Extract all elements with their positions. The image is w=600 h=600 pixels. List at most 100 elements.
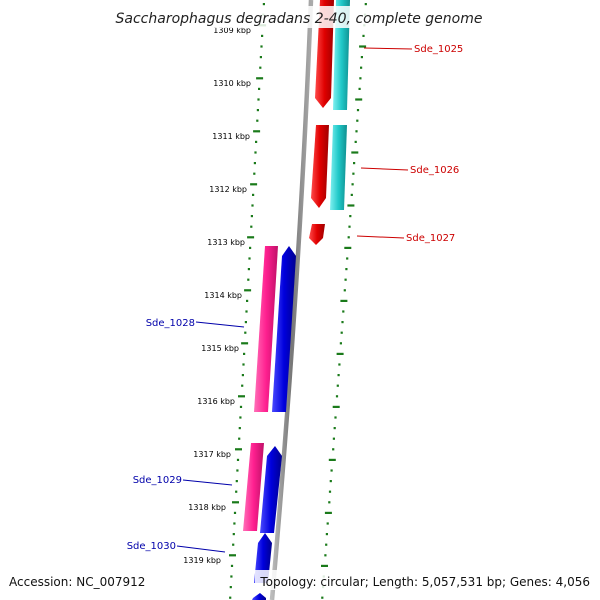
minor-tick bbox=[345, 268, 348, 271]
minor-tick bbox=[358, 87, 361, 90]
minor-tick bbox=[244, 331, 247, 334]
minor-tick bbox=[349, 215, 352, 218]
minor-tick bbox=[257, 98, 260, 101]
minor-tick bbox=[360, 56, 363, 59]
kbp-tick-label: 1311 kbp bbox=[212, 132, 250, 141]
topology-text: Topology: circular; Length: 5,057,531 bp… bbox=[259, 575, 590, 589]
gene-label-sde-1025[interactable]: Sde_1025 bbox=[414, 44, 463, 55]
kbp-tick-label: 1317 kbp bbox=[193, 450, 231, 459]
major-tick bbox=[355, 98, 363, 101]
major-tick bbox=[347, 204, 355, 207]
major-tick bbox=[235, 448, 242, 451]
label-connector-sde-1028 bbox=[195, 321, 245, 328]
gene-label-sde-1029[interactable]: Sde_1029 bbox=[133, 475, 182, 486]
major-tick bbox=[241, 342, 249, 345]
minor-tick bbox=[350, 193, 353, 196]
minor-tick bbox=[346, 257, 349, 260]
kbp-tick-label: 1315 kbp bbox=[201, 344, 239, 353]
gene-arrow bbox=[309, 224, 325, 245]
left-tick-track bbox=[229, 3, 267, 599]
major-tick bbox=[351, 151, 359, 154]
major-tick bbox=[328, 458, 336, 461]
minor-tick bbox=[347, 236, 350, 239]
minor-tick bbox=[339, 342, 342, 345]
minor-tick bbox=[232, 533, 235, 536]
gene-sde-1029[interactable] bbox=[243, 443, 282, 533]
major-tick bbox=[359, 45, 367, 48]
minor-tick bbox=[242, 363, 245, 366]
minor-tick bbox=[233, 522, 236, 525]
minor-tick bbox=[359, 77, 362, 80]
minor-tick bbox=[238, 427, 241, 430]
minor-tick bbox=[236, 469, 239, 472]
minor-tick bbox=[244, 321, 247, 324]
minor-tick bbox=[243, 352, 246, 355]
major-tick bbox=[256, 77, 264, 80]
major-tick bbox=[247, 236, 255, 239]
kbp-tick-label: 1312 kbp bbox=[209, 185, 247, 194]
gene-label-sde-1026[interactable]: Sde_1026 bbox=[410, 165, 459, 176]
minor-tick bbox=[233, 511, 237, 514]
major-tick bbox=[250, 183, 258, 186]
gene-arrow bbox=[260, 446, 282, 533]
kbp-tick-label: 1313 kbp bbox=[207, 238, 245, 247]
minor-tick bbox=[230, 564, 234, 567]
major-tick bbox=[340, 299, 348, 302]
minor-tick bbox=[352, 172, 355, 175]
minor-tick bbox=[342, 310, 345, 313]
major-tick bbox=[332, 405, 340, 408]
minor-tick bbox=[354, 140, 357, 143]
major-tick bbox=[253, 130, 261, 133]
minor-tick bbox=[351, 183, 354, 186]
kbp-tick-label: 1314 kbp bbox=[204, 291, 242, 300]
label-connector-sde-1027 bbox=[356, 235, 405, 239]
minor-tick bbox=[328, 501, 331, 504]
major-tick bbox=[238, 395, 245, 398]
minor-tick bbox=[337, 374, 340, 377]
minor-tick bbox=[259, 56, 262, 59]
minor-tick bbox=[230, 575, 233, 578]
minor-tick bbox=[236, 458, 240, 461]
minor-tick bbox=[247, 268, 250, 271]
minor-tick bbox=[249, 246, 252, 249]
minor-tick bbox=[261, 34, 264, 37]
minor-tick bbox=[250, 225, 253, 228]
major-tick bbox=[324, 511, 332, 514]
major-tick bbox=[321, 564, 328, 567]
minor-tick bbox=[262, 3, 265, 6]
gene-label-sde-1030[interactable]: Sde_1030 bbox=[127, 541, 176, 552]
minor-tick bbox=[239, 405, 243, 408]
gene-sde-1027[interactable] bbox=[309, 224, 325, 245]
gene-label-sde-1027[interactable]: Sde_1027 bbox=[406, 233, 455, 244]
major-tick bbox=[336, 352, 344, 355]
kbp-tick-label: 1310 kbp bbox=[213, 79, 251, 88]
minor-tick bbox=[259, 66, 262, 69]
footer-backdrop bbox=[255, 570, 595, 590]
label-connector-sde-1029 bbox=[182, 479, 233, 486]
minor-tick bbox=[332, 437, 335, 440]
minor-tick bbox=[258, 87, 261, 90]
minor-tick bbox=[260, 45, 263, 48]
minor-tick bbox=[329, 480, 332, 483]
minor-tick bbox=[251, 204, 254, 207]
minor-tick bbox=[362, 34, 365, 37]
minor-tick bbox=[355, 130, 358, 133]
minor-tick bbox=[238, 437, 241, 440]
minor-tick bbox=[254, 151, 257, 154]
major-tick bbox=[244, 289, 252, 292]
minor-tick bbox=[252, 193, 255, 196]
gene-label-sde-1028[interactable]: Sde_1028 bbox=[146, 318, 195, 329]
gene-sde-1026[interactable] bbox=[311, 125, 347, 210]
minor-tick bbox=[334, 416, 337, 419]
gene-sde-1028[interactable] bbox=[254, 246, 296, 412]
minor-tick bbox=[250, 215, 253, 218]
minor-tick bbox=[356, 119, 359, 122]
minor-tick bbox=[255, 140, 258, 143]
minor-tick bbox=[341, 321, 344, 324]
minor-tick bbox=[343, 289, 346, 292]
accession-text: Accession: NC_007912 bbox=[9, 575, 145, 589]
minor-tick bbox=[344, 278, 347, 281]
minor-tick bbox=[241, 384, 244, 387]
major-tick bbox=[229, 554, 236, 557]
minor-tick bbox=[253, 172, 256, 175]
